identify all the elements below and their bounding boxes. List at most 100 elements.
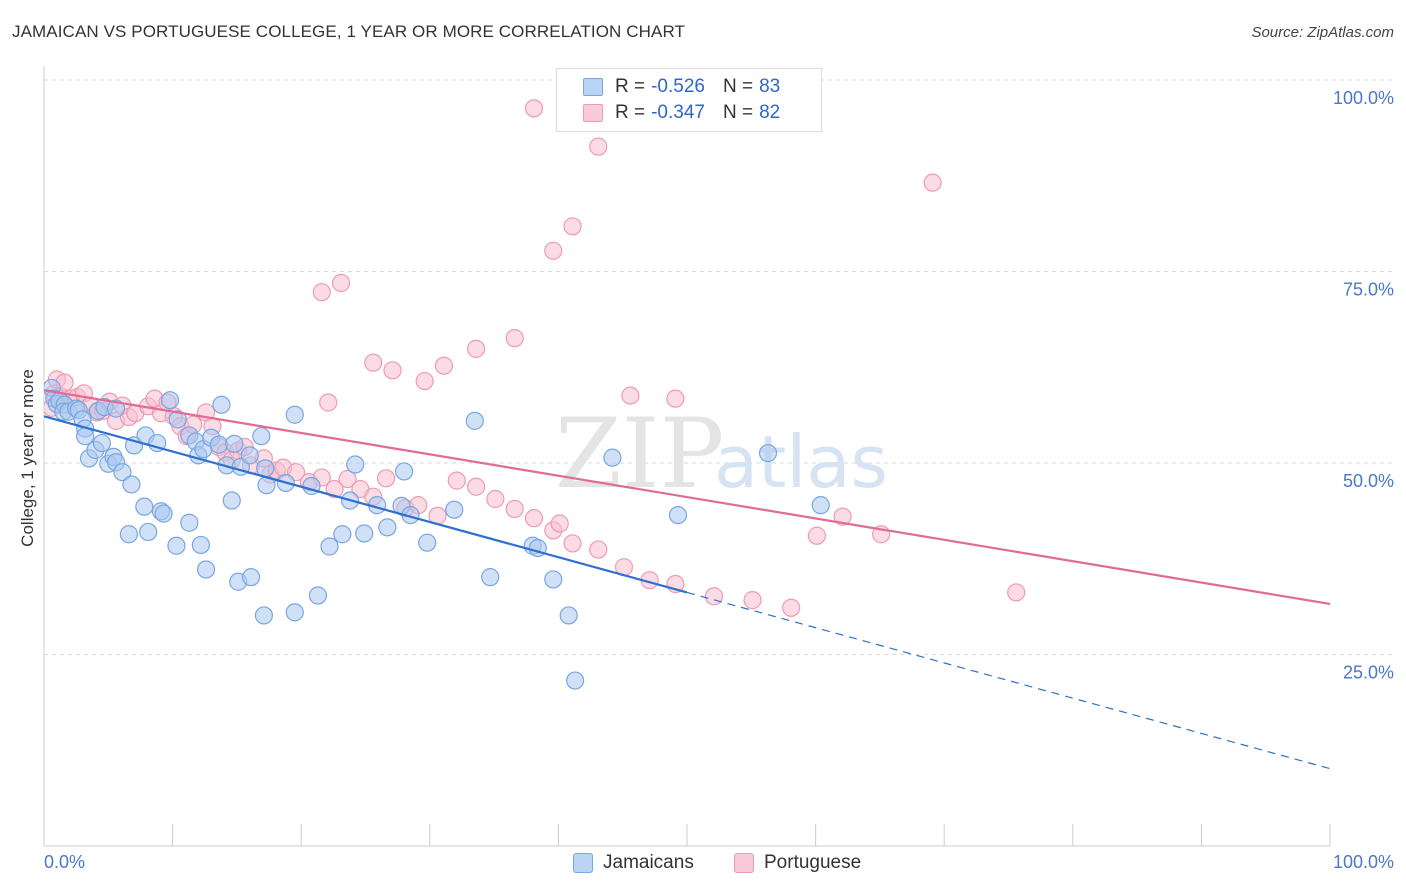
portuguese-point bbox=[505, 329, 524, 348]
portuguese-point bbox=[563, 534, 582, 553]
jamaicans-point bbox=[240, 446, 259, 465]
jamaicans-point bbox=[481, 568, 500, 587]
gridlines bbox=[44, 79, 1394, 655]
jamaicans-point bbox=[378, 518, 397, 537]
jamaicans-point bbox=[241, 568, 261, 587]
legend-swatch-jamaicans bbox=[583, 78, 603, 96]
jamaicans-point bbox=[544, 570, 563, 589]
jamaicans-point bbox=[252, 427, 271, 446]
y-tick-labels: 25.0% 50.0% 75.0% 100.0% bbox=[1333, 88, 1394, 683]
portuguese-point bbox=[743, 591, 762, 610]
y-tick-label: 100.0% bbox=[1333, 88, 1394, 108]
jamaicans-point bbox=[212, 395, 231, 414]
portuguese-point bbox=[807, 526, 826, 545]
portuguese-point bbox=[376, 469, 396, 488]
jamaicans-point bbox=[139, 522, 158, 542]
jamaicans-point bbox=[222, 491, 241, 510]
portuguese-point bbox=[364, 353, 383, 372]
portuguese-point bbox=[550, 514, 569, 533]
correlation-legend: R = -0.526 N = 83 R = -0.347 N = 82 bbox=[556, 68, 822, 132]
jamaicans-trend-line bbox=[43, 415, 688, 594]
legend-n-label: N = bbox=[722, 102, 754, 123]
portuguese-point bbox=[415, 371, 434, 391]
portuguese-point bbox=[524, 99, 544, 118]
legend-swatch-jamaicans bbox=[573, 853, 593, 873]
jamaicans-point bbox=[418, 533, 437, 552]
portuguese-point bbox=[782, 598, 801, 617]
jamaicans-point bbox=[180, 513, 199, 532]
jamaicans-point bbox=[135, 497, 154, 516]
legend-swatch-portuguese bbox=[734, 853, 754, 873]
legend-r-value: -0.347 bbox=[651, 102, 705, 123]
watermark-atlas: atlas bbox=[714, 420, 888, 504]
portuguese-point bbox=[524, 509, 544, 528]
portuguese-point bbox=[505, 499, 524, 519]
jamaicans-point bbox=[445, 500, 464, 519]
watermark-zip: ZIP bbox=[555, 398, 724, 510]
y-tick-label: 75.0% bbox=[1343, 280, 1394, 300]
portuguese-point bbox=[544, 241, 563, 260]
axes bbox=[43, 66, 1331, 847]
jamaicans-point bbox=[811, 496, 830, 515]
jamaicans-point bbox=[209, 435, 228, 454]
portuguese-point bbox=[923, 173, 942, 192]
jamaicans-point bbox=[355, 524, 374, 543]
jamaicans-point bbox=[559, 606, 578, 625]
portuguese-point bbox=[447, 471, 466, 490]
source-label: Source: ZipAtlas.com bbox=[1251, 24, 1394, 41]
legend-n-value: 82 bbox=[759, 102, 781, 123]
legend-item-jamaicans[interactable]: Jamaicans bbox=[573, 852, 694, 874]
jamaicans-point bbox=[465, 411, 484, 430]
jamaicans-point bbox=[196, 560, 216, 579]
portuguese-point bbox=[589, 540, 608, 559]
legend-n-value: 83 bbox=[759, 76, 781, 97]
legend-row-jamaicans: R = -0.526 N = 83 bbox=[583, 74, 786, 100]
legend-label-portuguese: Portuguese bbox=[764, 852, 862, 873]
watermark: ZIP atlas bbox=[555, 398, 888, 510]
portuguese-point bbox=[563, 217, 582, 236]
jamaicans-point bbox=[122, 475, 141, 494]
legend-n-label: N = bbox=[722, 76, 754, 97]
portuguese-point bbox=[325, 479, 344, 499]
jamaicans-point bbox=[320, 537, 339, 556]
portuguese-point bbox=[589, 137, 608, 156]
jamaicans-point bbox=[346, 455, 365, 474]
jamaicans-point bbox=[92, 433, 111, 453]
portuguese-point bbox=[621, 386, 640, 405]
jamaicans-point bbox=[394, 462, 414, 481]
y-axis-label: College, 1 year or more bbox=[18, 369, 37, 547]
legend-item-portuguese[interactable]: Portuguese bbox=[734, 852, 861, 874]
legend-row-portuguese: R = -0.347 N = 82 bbox=[583, 100, 786, 126]
jamaicans-point bbox=[285, 405, 304, 424]
y-tick-label: 50.0% bbox=[1343, 471, 1394, 491]
jamaicans-point bbox=[167, 536, 186, 555]
jamaicans-point bbox=[154, 504, 173, 523]
portuguese-point bbox=[704, 587, 724, 606]
portuguese-point bbox=[331, 273, 351, 293]
jamaicans-points bbox=[44, 378, 830, 690]
jamaicans-point bbox=[758, 443, 778, 463]
portuguese-trend-line bbox=[43, 389, 1331, 606]
portuguese-point bbox=[338, 469, 357, 489]
jamaicans-point bbox=[225, 434, 244, 453]
portuguese-point bbox=[486, 489, 505, 509]
y-tick-label: 25.0% bbox=[1343, 663, 1394, 683]
jamaicans-point bbox=[191, 535, 210, 555]
portuguese-point bbox=[1007, 583, 1026, 602]
jamaicans-point bbox=[106, 399, 126, 418]
x-axis-min-label: 0.0% bbox=[44, 852, 86, 872]
portuguese-point bbox=[312, 283, 331, 302]
portuguese-point bbox=[666, 389, 685, 408]
jamaicans-point bbox=[119, 525, 138, 544]
chart-title: JAMAICAN VS PORTUGUESE COLLEGE, 1 YEAR O… bbox=[12, 22, 686, 41]
legend-r-label: R = bbox=[615, 76, 646, 97]
jamaicans-point bbox=[254, 606, 274, 625]
legend-swatch-portuguese bbox=[583, 104, 603, 122]
jamaicans-point bbox=[333, 525, 352, 544]
portuguese-point bbox=[383, 361, 402, 380]
jamaicans-point bbox=[285, 603, 304, 622]
x-axis-max-label: 100.0% bbox=[1332, 852, 1394, 872]
jamaicans-point bbox=[168, 410, 187, 429]
jamaicans-point bbox=[603, 448, 622, 467]
